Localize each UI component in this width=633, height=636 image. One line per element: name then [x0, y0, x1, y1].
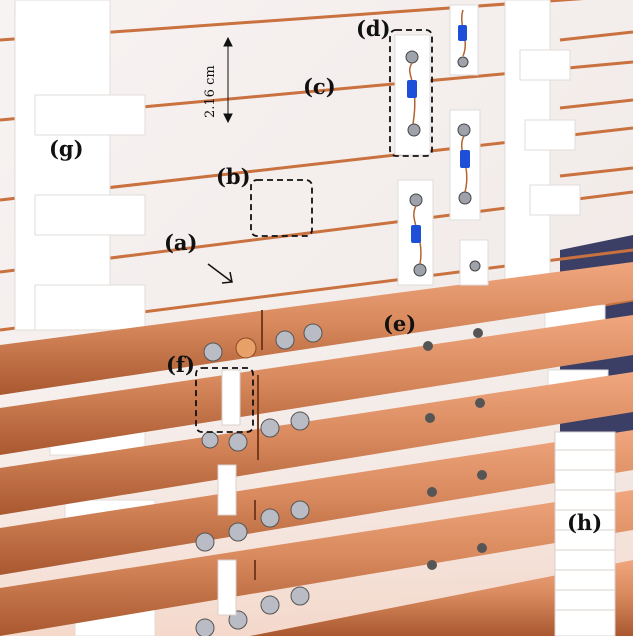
bar-seams [254, 310, 263, 580]
foam-clips [217, 369, 241, 616]
label-a: (a) [164, 230, 198, 255]
callout-boxes [195, 29, 433, 433]
pointer-arrow-a [207, 263, 233, 284]
label-b: (b) [216, 164, 251, 189]
label-h: (h) [567, 510, 603, 535]
dimension-arrow [223, 36, 233, 124]
label-f: (f) [166, 352, 195, 377]
label-d: (d) [356, 16, 391, 41]
label-e: (e) [383, 311, 417, 336]
resistor-carriers [394, 4, 489, 286]
comb-connector-right [554, 431, 616, 636]
label-g: (g) [49, 136, 84, 161]
label-c: (c) [303, 74, 336, 99]
dimension-label: 2.16 cm [203, 65, 218, 118]
copper-bars [0, 262, 633, 636]
bar-screws [195, 323, 487, 636]
